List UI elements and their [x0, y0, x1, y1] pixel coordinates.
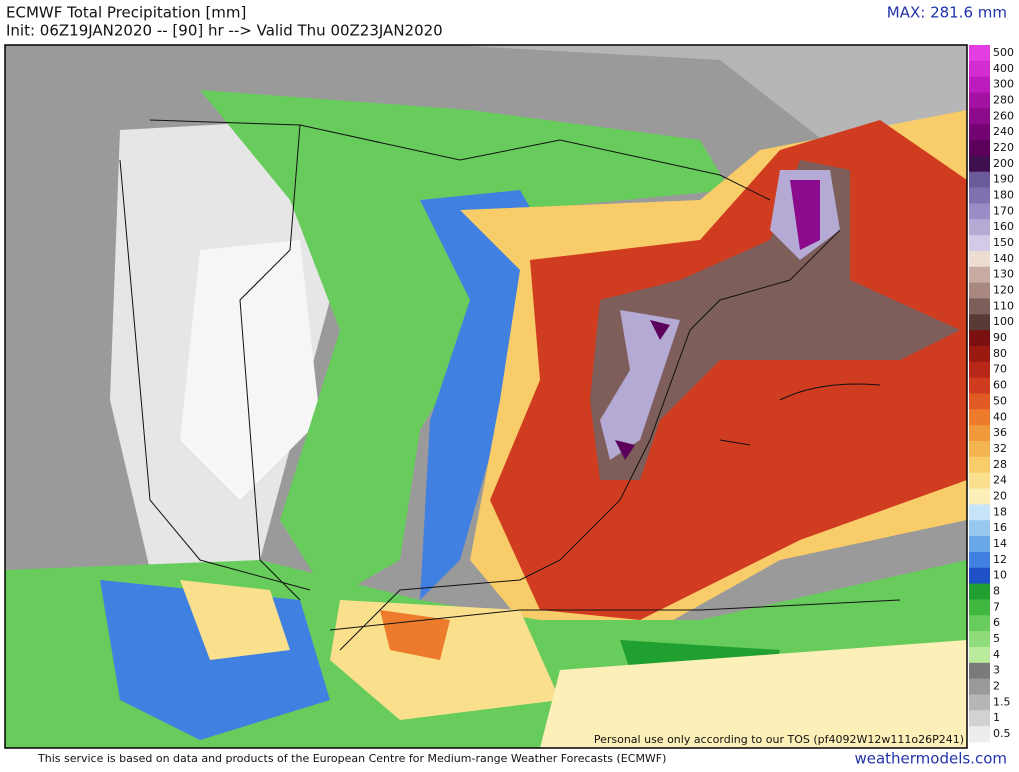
colorbar-swatch: [969, 567, 990, 585]
colorbar-swatch: [969, 171, 990, 189]
colorbar-label: 110: [993, 299, 1014, 312]
colorbar-label: 0.5: [993, 727, 1011, 740]
colorbar-label: 32: [993, 442, 1007, 455]
colorbar-swatch: [969, 108, 990, 125]
colorbar-swatch: [969, 694, 990, 711]
colorbar-label: 8: [993, 585, 1000, 598]
colorbar-label: 80: [993, 347, 1007, 360]
colorbar-label: 5: [993, 632, 1000, 645]
colorbar: 5004003002802602402202001901801701601501…: [969, 45, 1014, 743]
colorbar-swatch: [969, 425, 990, 442]
colorbar-label: 10: [993, 569, 1007, 582]
colorbar-label: 220: [993, 141, 1014, 154]
colorbar-swatch: [969, 583, 990, 600]
colorbar-swatch: [969, 662, 990, 680]
colorbar-swatch: [969, 409, 990, 426]
colorbar-swatch: [969, 472, 990, 490]
map-note: Personal use only according to our TOS (…: [594, 733, 964, 746]
colorbar-swatch: [969, 155, 990, 173]
colorbar-label: 100: [993, 315, 1014, 328]
colorbar-label: 7: [993, 600, 1000, 613]
colorbar-label: 60: [993, 379, 1007, 392]
colorbar-swatch: [969, 631, 990, 648]
colorbar-label: 300: [993, 78, 1014, 91]
colorbar-label: 190: [993, 173, 1014, 186]
colorbar-swatch: [969, 45, 990, 62]
colorbar-label: 1.5: [993, 695, 1011, 708]
colorbar-swatch: [969, 124, 990, 141]
colorbar-swatch: [969, 551, 990, 569]
colorbar-label: 120: [993, 284, 1014, 297]
colorbar-label: 150: [993, 236, 1014, 249]
colorbar-label: 4: [993, 648, 1000, 661]
colorbar-swatch: [969, 393, 990, 410]
colorbar-swatch: [969, 250, 990, 268]
colorbar-label: 90: [993, 331, 1007, 344]
colorbar-swatch: [969, 678, 990, 695]
colorbar-swatch: [969, 203, 990, 220]
colorbar-swatch: [969, 60, 990, 78]
colorbar-swatch: [969, 219, 990, 236]
colorbar-label: 1: [993, 711, 1000, 724]
colorbar-label: 36: [993, 426, 1007, 439]
credit: This service is based on data and produc…: [37, 752, 666, 765]
colorbar-swatch: [969, 187, 990, 204]
colorbar-label: 18: [993, 505, 1007, 518]
colorbar-label: 280: [993, 93, 1014, 106]
colorbar-swatch: [969, 345, 990, 363]
colorbar-swatch: [969, 536, 990, 553]
colorbar-swatch: [969, 520, 990, 537]
colorbar-swatch: [969, 599, 990, 616]
colorbar-label: 40: [993, 410, 1007, 423]
colorbar-swatch: [969, 710, 990, 727]
colorbar-label: 50: [993, 394, 1007, 407]
colorbar-label: 3: [993, 664, 1000, 677]
colorbar-label: 14: [993, 537, 1007, 550]
colorbar-label: 12: [993, 553, 1007, 566]
colorbar-swatch: [969, 92, 990, 109]
colorbar-label: 24: [993, 474, 1007, 487]
colorbar-swatch: [969, 504, 990, 521]
colorbar-label: 500: [993, 46, 1014, 59]
colorbar-swatch: [969, 314, 990, 331]
colorbar-swatch: [969, 140, 990, 157]
colorbar-label: 180: [993, 188, 1014, 201]
colorbar-label: 70: [993, 363, 1007, 376]
colorbar-swatch: [969, 266, 990, 284]
colorbar-swatch: [969, 298, 990, 315]
colorbar-label: 140: [993, 252, 1014, 265]
site: weathermodels.com: [854, 750, 1007, 768]
colorbar-swatch: [969, 361, 990, 379]
colorbar-swatch: [969, 456, 990, 474]
colorbar-swatch: [969, 615, 990, 632]
colorbar-label: 20: [993, 489, 1007, 502]
colorbar-label: 160: [993, 220, 1014, 233]
colorbar-label: 170: [993, 204, 1014, 217]
colorbar-label: 28: [993, 458, 1007, 471]
colorbar-label: 260: [993, 109, 1014, 122]
colorbar-swatch: [969, 726, 990, 743]
colorbar-swatch: [969, 76, 990, 94]
colorbar-swatch: [969, 282, 990, 299]
colorbar-swatch: [969, 488, 990, 505]
colorbar-label: 130: [993, 268, 1014, 281]
colorbar-label: 2: [993, 680, 1000, 693]
subtitle: Init: 06Z19JAN2020 -- [90] hr --> Valid …: [6, 22, 443, 40]
colorbar-label: 6: [993, 616, 1000, 629]
max-value: MAX: 281.6 mm: [887, 4, 1007, 22]
map: Personal use only according to our TOS (…: [4, 44, 968, 749]
colorbar-swatch: [969, 235, 990, 252]
colorbar-swatch: [969, 441, 990, 458]
colorbar-label: 400: [993, 62, 1014, 75]
colorbar-label: 240: [993, 125, 1014, 138]
colorbar-swatch: [969, 646, 990, 664]
colorbar-label: 200: [993, 157, 1014, 170]
title: ECMWF Total Precipitation [mm]: [6, 4, 246, 22]
colorbar-swatch: [969, 330, 990, 347]
colorbar-label: 16: [993, 521, 1007, 534]
colorbar-swatch: [969, 377, 990, 394]
